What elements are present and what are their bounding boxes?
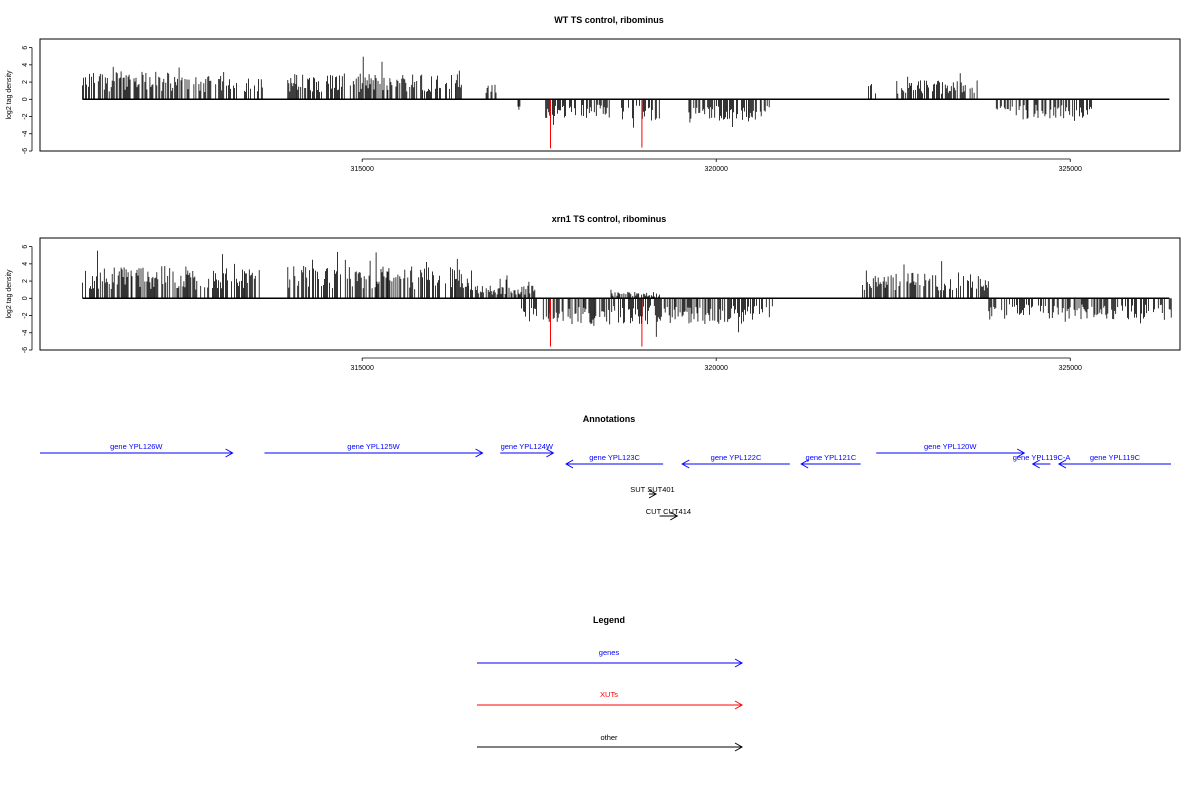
x-tick-label: 325000 [1059, 365, 1082, 372]
y-tick-label: 6 [22, 245, 29, 249]
chart-panel-wt: WT TS control, ribominus log2 tag densit… [6, 15, 1181, 173]
y-tick-label: -4 [22, 330, 29, 336]
signal-bars [82, 250, 1172, 347]
legend-arrowhead-other [734, 742, 744, 752]
annotation-label: gene YPL126W [110, 442, 163, 451]
annotation-label: gene YPL122C [711, 453, 762, 462]
annotation-arrowhead [225, 448, 234, 458]
annotation-label: gene YPL123C [589, 453, 640, 462]
y-axis: -6 -4 -2 0 2 4 6 [22, 46, 33, 154]
x-axis: 315000 320000 325000 [350, 357, 1082, 372]
chart-title: WT TS control, ribominus [554, 15, 664, 25]
annotation-label: gene YPL124W [501, 442, 554, 451]
legend-label-other: other [600, 733, 618, 742]
annotation-arrowhead [565, 459, 574, 469]
annotation-features: gene YPL126W gene YPL125W gene YPL124W gene… [40, 442, 1171, 521]
annotation-arrowhead [1016, 448, 1026, 458]
plot-frame [39, 38, 1181, 152]
annotation-label: gene YPL119C-A [1013, 453, 1071, 462]
y-tick-label: 0 [22, 97, 29, 101]
y-tick-label: -4 [22, 131, 29, 137]
annotation-label: SUT SUT401 [630, 485, 674, 494]
y-tick-label: -6 [22, 148, 29, 154]
annotation-arrowhead [546, 448, 555, 458]
annotation-label: gene YPL119C [1090, 453, 1141, 462]
y-tick-label: 2 [22, 80, 29, 84]
y-tick-label: 6 [22, 46, 29, 50]
annotation-arrowhead [1057, 459, 1067, 469]
legend-arrowhead-xuts [734, 700, 744, 710]
y-tick-label: 4 [22, 63, 29, 67]
annotation-arrowhead [648, 489, 658, 499]
annotation-label: gene YPL121C [806, 453, 857, 462]
legend-label-genes: genes [599, 648, 620, 657]
x-tick-label: 320000 [705, 365, 728, 372]
legend-arrowhead-genes [734, 658, 744, 668]
y-axis-label: log2 tag density [6, 269, 13, 319]
legend: Legend genes XUTs other [477, 615, 744, 752]
chart-panel-xrn1: xrn1 TS control, ribominus log2 tag dens… [6, 214, 1181, 372]
signal-bars [82, 56, 1170, 149]
annotation-arrowhead [1031, 459, 1040, 469]
y-axis-label: log2 tag density [6, 70, 13, 120]
annotation-label: CUT CUT414 [646, 507, 691, 516]
annotations-title: Annotations [583, 414, 636, 424]
x-tick-label: 315000 [350, 365, 373, 372]
annotation-arrowhead [800, 459, 809, 469]
annotations-track: Annotations gene YPL126W gene YPL125W gene… [40, 414, 1171, 521]
y-tick-label: 0 [22, 296, 29, 300]
x-tick-label: 320000 [705, 166, 728, 173]
x-tick-label: 325000 [1059, 166, 1082, 173]
y-tick-label: 2 [22, 279, 29, 283]
y-tick-label: 4 [22, 262, 29, 266]
y-axis: -6 -4 -2 0 2 4 6 [22, 245, 33, 353]
chart-title: xrn1 TS control, ribominus [552, 214, 667, 224]
annotation-arrowhead [681, 459, 690, 469]
x-tick-label: 315000 [350, 166, 373, 173]
plot-frame [39, 237, 1181, 351]
x-axis: 315000 320000 325000 [350, 158, 1082, 173]
y-tick-label: -2 [22, 312, 29, 318]
annotation-arrowhead [670, 511, 679, 521]
legend-label-xuts: XUTs [600, 690, 618, 699]
y-tick-label: -6 [22, 347, 29, 353]
annotation-label: gene YPL125W [347, 442, 400, 451]
legend-title: Legend [593, 615, 625, 625]
annotation-arrowhead [475, 448, 484, 458]
y-tick-label: -2 [22, 113, 29, 119]
annotation-label: gene YPL120W [924, 442, 977, 451]
